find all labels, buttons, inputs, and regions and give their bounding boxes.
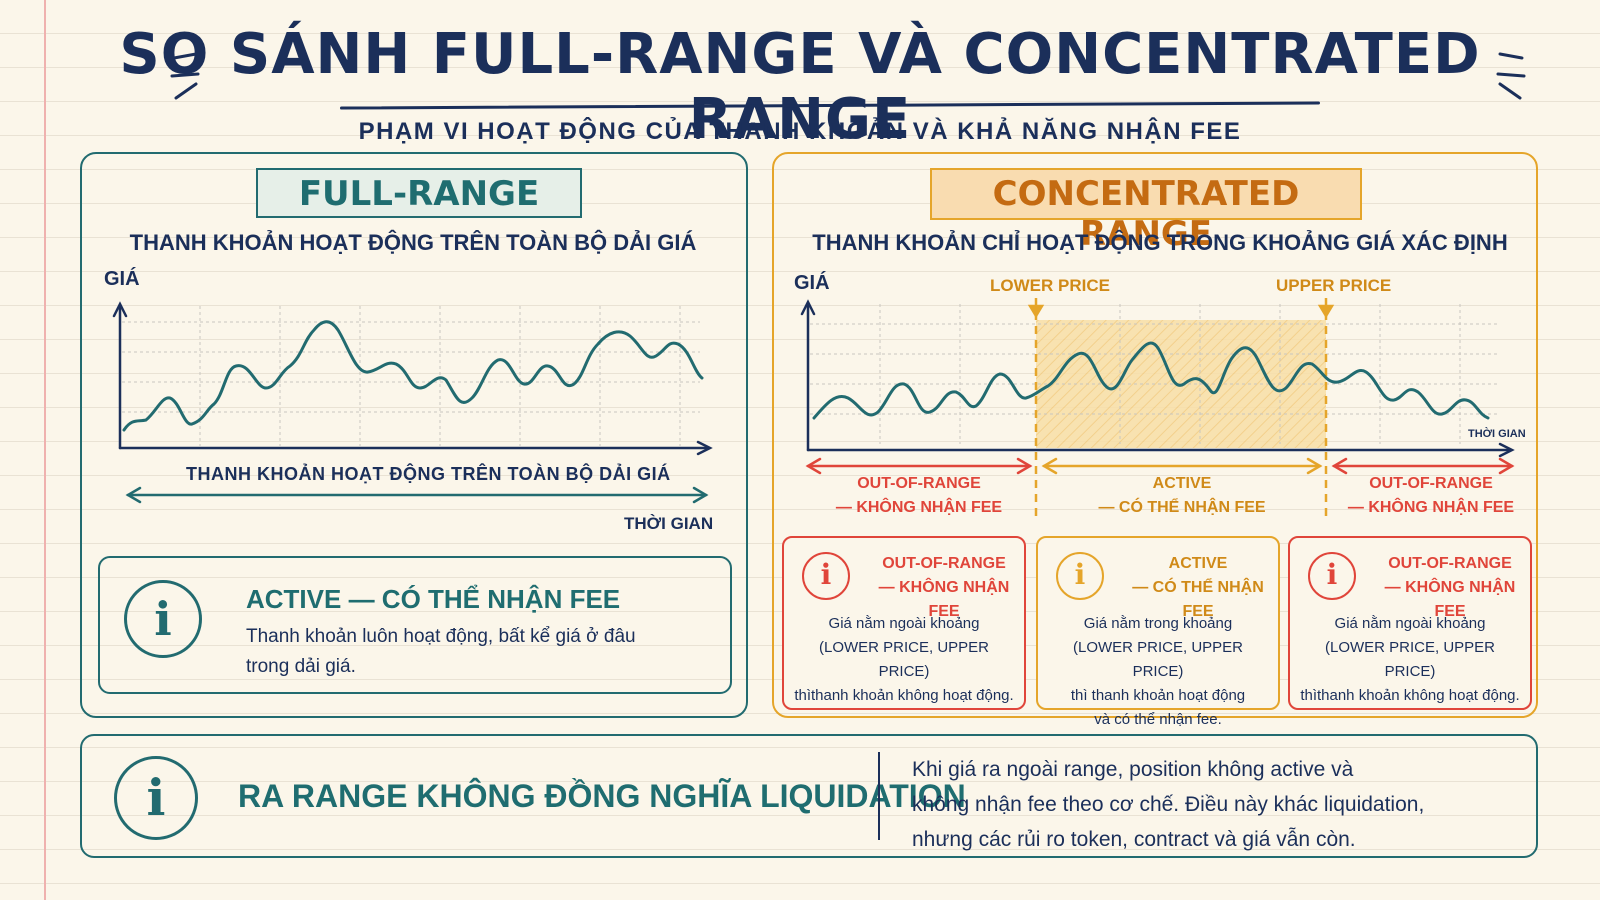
range-label-active: ACTIVE — CÓ THỂ NHẬN FEE bbox=[1098, 475, 1266, 516]
card-body: Giá nằm ngoài khoảng (LOWER PRICE, UPPER … bbox=[1300, 615, 1520, 704]
page-title: SO SÁNH FULL-RANGE VÀ CONCENTRATED RANGE bbox=[119, 22, 1481, 152]
full-range-axes bbox=[112, 301, 713, 456]
card-title: OUT-OF-RANGE — KHÔNG NHẬN FEE bbox=[1384, 555, 1516, 620]
bottom-note-title: RA RANGE KHÔNG ĐỒNG NGHĨA LIQUIDATION bbox=[238, 778, 966, 814]
card-body: Giá nằm trong khoảng (LOWER PRICE, UPPER … bbox=[1070, 615, 1246, 728]
concentrated-range-panel bbox=[772, 152, 1538, 718]
full-range-info-text: Thanh khoản luôn hoạt động, bất kể giá ở… bbox=[246, 626, 636, 677]
concentrated-x-label: THỜI GIAN bbox=[1468, 428, 1526, 440]
full-range-x-label: THỜI GIAN bbox=[624, 514, 714, 533]
card-title: ACTIVE — CÓ THỂ NHẬN FEE bbox=[1132, 555, 1264, 620]
concentrated-axes bbox=[800, 299, 1515, 458]
lower-price-label: LOWER PRICE bbox=[990, 276, 1110, 295]
sparkle-right-icon bbox=[1496, 52, 1526, 100]
info-icon: i bbox=[114, 756, 198, 840]
info-red-icon: i bbox=[1308, 552, 1356, 600]
concentrated-y-label: GIÁ bbox=[794, 272, 830, 294]
bottom-divider bbox=[878, 752, 880, 840]
bottom-note-box bbox=[80, 734, 1538, 858]
info-amber-icon: i bbox=[1056, 552, 1104, 600]
info-icon: i bbox=[124, 580, 202, 658]
full-range-y-label: GIÁ bbox=[104, 268, 140, 290]
full-range-panel bbox=[80, 152, 748, 718]
full-range-subtitle: THANH KHOẢN HOẠT ĐỘNG TRÊN TOÀN BỘ DẢI G… bbox=[129, 230, 697, 255]
concentrated-grid bbox=[810, 304, 1500, 444]
info-red-icon: i bbox=[802, 552, 850, 600]
card-title: OUT-OF-RANGE — KHÔNG NHẬN FEE bbox=[878, 555, 1010, 620]
card-out-of-range-left: i OUT-OF-RANGE — KHÔNG NHẬN FEE Giá nằm n… bbox=[782, 536, 1026, 710]
range-label-right: OUT-OF-RANGE — KHÔNG NHẬN FEE bbox=[1347, 475, 1515, 516]
full-range-info-box bbox=[98, 556, 732, 694]
full-range-title: FULL-RANGE bbox=[256, 168, 582, 218]
full-range-span-arrow bbox=[125, 486, 709, 504]
full-range-price-line bbox=[122, 320, 704, 432]
bottom-note-text: Khi giá ra ngoài range, position không a… bbox=[912, 758, 1425, 851]
concentrated-price-line bbox=[812, 341, 1490, 420]
notebook-margin-line bbox=[44, 0, 46, 900]
sparkle-left-icon bbox=[170, 52, 200, 100]
upper-price-label: UPPER PRICE bbox=[1276, 276, 1392, 295]
concentrated-range-subtitle: THANH KHOẢN CHỈ HOẠT ĐỘNG TRONG KHOẢNG G… bbox=[812, 230, 1508, 255]
full-range-info-title: ACTIVE — CÓ THỂ NHẬN FEE bbox=[246, 584, 621, 614]
range-span-arrows bbox=[805, 457, 1515, 475]
range-bound-lines bbox=[1034, 312, 1328, 518]
concentrated-range-title: CONCENTRATED RANGE bbox=[930, 168, 1362, 254]
card-active: i ACTIVE — CÓ THỂ NHẬN FEE Giá nằm trong … bbox=[1036, 536, 1280, 728]
full-range-grid bbox=[122, 306, 700, 446]
full-range-span-label: THANH KHOẢN HOẠT ĐỘNG TRÊN TOÀN BỘ DẢI G… bbox=[186, 464, 671, 484]
range-bound-arrows bbox=[1027, 298, 1335, 319]
range-label-left: OUT-OF-RANGE — KHÔNG NHẬN FEE bbox=[835, 475, 1003, 516]
page-subtitle: PHẠM VI HOẠT ĐỘNG CỦA THANH KHOẢN VÀ KHẢ… bbox=[358, 118, 1242, 145]
card-out-of-range-right: i OUT-OF-RANGE — KHÔNG NHẬN FEE Giá nằm n… bbox=[1288, 536, 1532, 710]
card-body: Giá nằm ngoài khoảng (LOWER PRICE, UPPER … bbox=[794, 615, 1014, 704]
